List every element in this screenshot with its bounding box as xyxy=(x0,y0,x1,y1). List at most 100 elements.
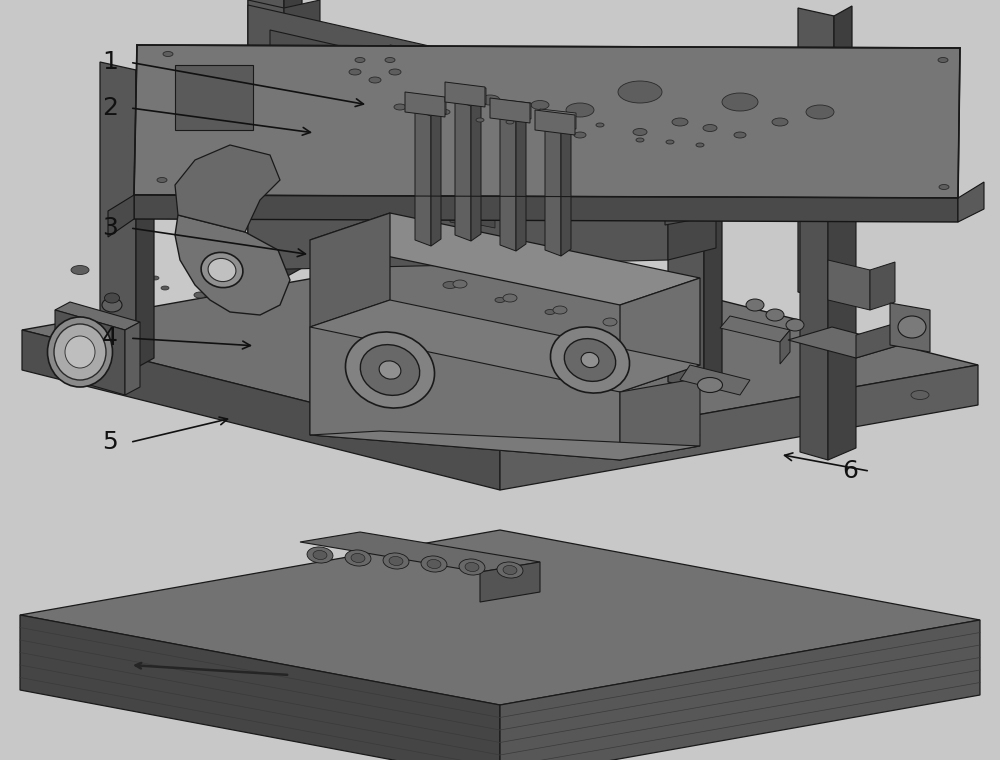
Ellipse shape xyxy=(786,319,804,331)
Ellipse shape xyxy=(163,52,173,56)
Polygon shape xyxy=(284,0,302,278)
Ellipse shape xyxy=(349,69,361,75)
Ellipse shape xyxy=(443,281,457,289)
Polygon shape xyxy=(516,114,526,251)
Polygon shape xyxy=(310,392,700,460)
Ellipse shape xyxy=(550,327,630,393)
Ellipse shape xyxy=(71,331,89,340)
Ellipse shape xyxy=(369,77,381,83)
Polygon shape xyxy=(310,213,700,305)
Polygon shape xyxy=(55,302,140,330)
Ellipse shape xyxy=(911,325,929,334)
Polygon shape xyxy=(500,365,978,490)
Polygon shape xyxy=(20,615,500,760)
Polygon shape xyxy=(445,82,485,107)
Polygon shape xyxy=(310,431,700,460)
Ellipse shape xyxy=(65,336,95,368)
Ellipse shape xyxy=(201,252,243,287)
Ellipse shape xyxy=(379,361,401,379)
Polygon shape xyxy=(270,30,380,180)
Polygon shape xyxy=(420,102,435,222)
Ellipse shape xyxy=(102,298,122,312)
Ellipse shape xyxy=(48,317,112,387)
Polygon shape xyxy=(780,330,790,364)
Ellipse shape xyxy=(351,553,365,562)
Ellipse shape xyxy=(545,309,555,315)
Ellipse shape xyxy=(734,132,746,138)
Polygon shape xyxy=(100,62,136,368)
Polygon shape xyxy=(175,215,290,315)
Ellipse shape xyxy=(421,556,447,572)
Polygon shape xyxy=(480,562,540,602)
Ellipse shape xyxy=(389,69,401,75)
Polygon shape xyxy=(800,182,828,460)
Ellipse shape xyxy=(375,296,385,300)
Ellipse shape xyxy=(755,328,765,333)
Ellipse shape xyxy=(394,104,406,110)
Ellipse shape xyxy=(427,559,441,568)
Polygon shape xyxy=(380,48,410,180)
Ellipse shape xyxy=(385,58,395,62)
Polygon shape xyxy=(828,260,870,310)
Ellipse shape xyxy=(618,81,662,103)
Polygon shape xyxy=(415,110,431,246)
Ellipse shape xyxy=(596,123,604,127)
Ellipse shape xyxy=(151,276,159,280)
Ellipse shape xyxy=(345,550,371,566)
Polygon shape xyxy=(668,100,704,390)
Polygon shape xyxy=(870,262,895,310)
Ellipse shape xyxy=(911,391,929,400)
Polygon shape xyxy=(668,88,716,260)
Polygon shape xyxy=(450,84,486,104)
Ellipse shape xyxy=(459,559,485,575)
Polygon shape xyxy=(390,45,500,190)
Ellipse shape xyxy=(603,318,617,326)
Ellipse shape xyxy=(696,143,704,147)
Ellipse shape xyxy=(633,128,647,135)
Ellipse shape xyxy=(476,118,484,122)
Polygon shape xyxy=(834,6,852,300)
Ellipse shape xyxy=(495,297,505,302)
Polygon shape xyxy=(22,245,978,450)
Polygon shape xyxy=(545,125,561,256)
Ellipse shape xyxy=(465,562,479,572)
Polygon shape xyxy=(680,365,750,395)
Polygon shape xyxy=(540,109,576,129)
Ellipse shape xyxy=(503,294,517,302)
Text: 2: 2 xyxy=(102,96,118,120)
Polygon shape xyxy=(431,109,441,246)
Polygon shape xyxy=(798,8,834,300)
Polygon shape xyxy=(20,530,980,705)
Polygon shape xyxy=(136,60,154,368)
Ellipse shape xyxy=(766,309,784,321)
Polygon shape xyxy=(720,316,790,342)
Ellipse shape xyxy=(846,326,854,330)
Text: 3: 3 xyxy=(102,216,118,240)
Ellipse shape xyxy=(772,118,788,126)
Polygon shape xyxy=(300,532,540,572)
Polygon shape xyxy=(495,99,531,119)
Polygon shape xyxy=(620,278,700,392)
Polygon shape xyxy=(248,0,284,278)
Ellipse shape xyxy=(703,125,717,131)
Ellipse shape xyxy=(564,339,616,382)
Ellipse shape xyxy=(104,293,120,303)
Polygon shape xyxy=(620,378,700,460)
Ellipse shape xyxy=(194,292,206,298)
Polygon shape xyxy=(134,45,960,198)
Polygon shape xyxy=(22,330,500,490)
Polygon shape xyxy=(856,322,900,358)
Polygon shape xyxy=(890,303,930,352)
Ellipse shape xyxy=(531,100,549,109)
Ellipse shape xyxy=(695,318,705,322)
Ellipse shape xyxy=(313,550,327,559)
Ellipse shape xyxy=(389,556,403,565)
Ellipse shape xyxy=(836,316,844,320)
Ellipse shape xyxy=(566,103,594,117)
Ellipse shape xyxy=(593,278,607,286)
Ellipse shape xyxy=(666,140,674,144)
Polygon shape xyxy=(490,98,530,123)
Ellipse shape xyxy=(497,562,523,578)
Polygon shape xyxy=(55,310,125,395)
Polygon shape xyxy=(125,322,140,395)
